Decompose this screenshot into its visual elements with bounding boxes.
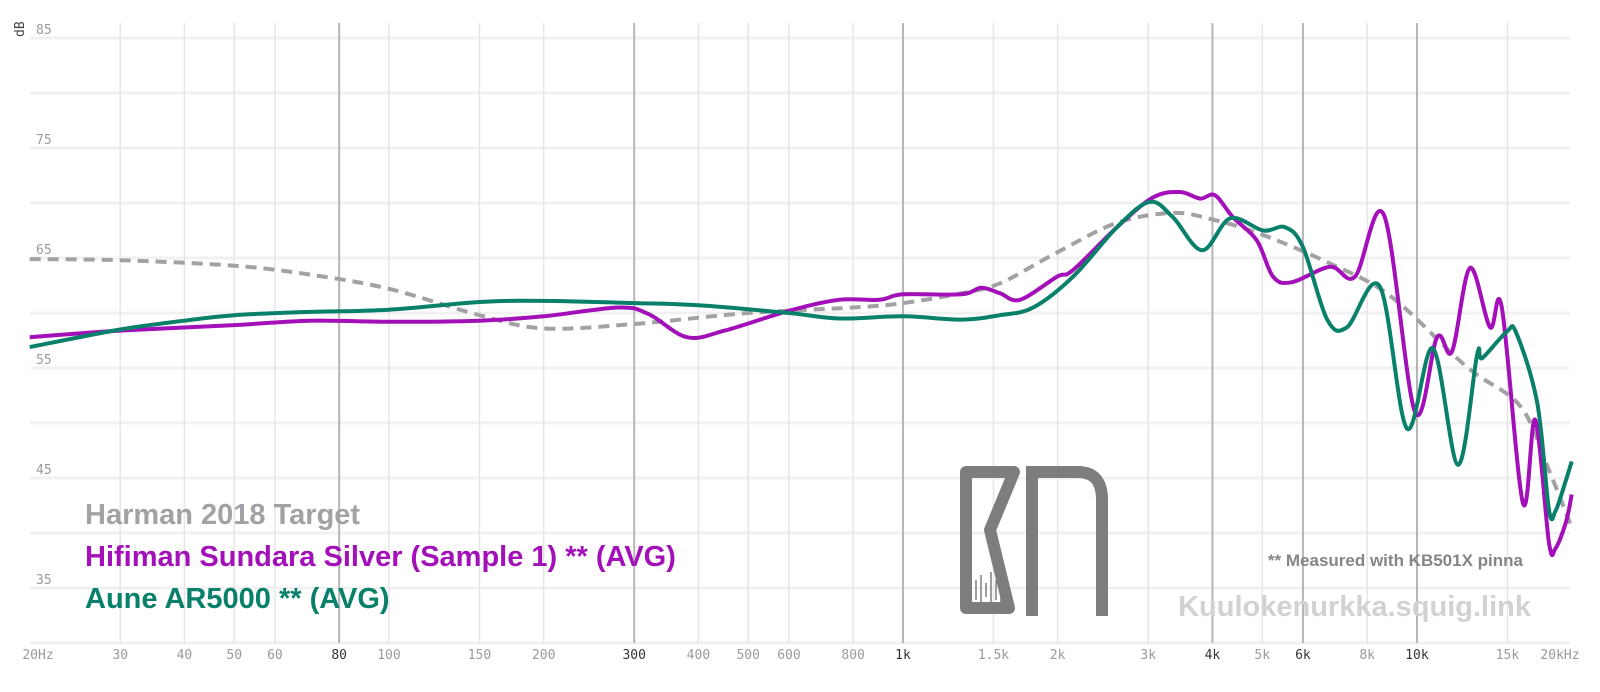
x-tick-label: 500 (736, 648, 759, 663)
x-tick-label: 4k (1205, 648, 1221, 663)
x-tick-label: 15k (1496, 648, 1520, 663)
y-tick-label: 75 (36, 133, 52, 148)
x-tick-label: 80 (331, 648, 347, 663)
series-line-harman-target (29, 210, 1574, 529)
x-tick-label: 800 (841, 648, 864, 663)
x-tick-label: 3k (1140, 648, 1156, 663)
x-tick-label: 60 (267, 648, 283, 663)
x-tick-label: 20kHz (1540, 648, 1579, 663)
watermark: Kuulokenurkka.squig.link (1178, 591, 1532, 623)
y-tick-label: 65 (36, 243, 52, 258)
measurement-note: ** Measured with KB501X pinna (1268, 551, 1524, 570)
series-line-sundara-silver (29, 189, 1574, 557)
kn-logo (960, 466, 1108, 616)
series-line-aune-ar5000 (29, 199, 1574, 522)
x-tick-label: 100 (377, 648, 400, 663)
x-tick-label: 6k (1295, 648, 1311, 663)
axes: 20Hz 30 40 50 60 80 100 150 200 300 400 500 600 800 1k… (13, 21, 1580, 663)
x-tick-label: 40 (177, 648, 193, 663)
x-tick-label: 300 (622, 648, 645, 663)
x-tick-label: 20Hz (22, 648, 53, 663)
x-tick-label: 8k (1359, 648, 1375, 663)
x-tick-label: 600 (777, 648, 800, 663)
curves (29, 189, 1574, 557)
y-tick-label: 35 (36, 573, 52, 588)
x-tick-label: 10k (1405, 648, 1429, 663)
x-tick-label: 50 (226, 648, 242, 663)
y-axis-label: dB (13, 21, 28, 37)
x-tick-label: 1.5k (978, 648, 1009, 663)
legend-entry: Hifiman Sundara Silver (Sample 1) ** (AV… (85, 541, 676, 573)
x-tick-label: 150 (468, 648, 491, 663)
x-tick-label: 5k (1254, 648, 1270, 663)
y-tick-label: 55 (36, 353, 52, 368)
x-tick-label: 1k (895, 648, 911, 663)
legend-entry: Aune AR5000 ** (AVG) (85, 583, 390, 615)
x-tick-label: 2k (1050, 648, 1066, 663)
grid (30, 23, 1570, 645)
y-tick-label: 45 (36, 463, 52, 478)
y-tick-label: 85 (36, 23, 52, 38)
x-tick-label: 400 (687, 648, 710, 663)
legend-entry: Harman 2018 Target (85, 499, 360, 531)
legend: Harman 2018 Target Hifiman Sundara Silver… (85, 499, 676, 615)
x-tick-label: 200 (532, 648, 555, 663)
x-tick-label: 30 (112, 648, 128, 663)
